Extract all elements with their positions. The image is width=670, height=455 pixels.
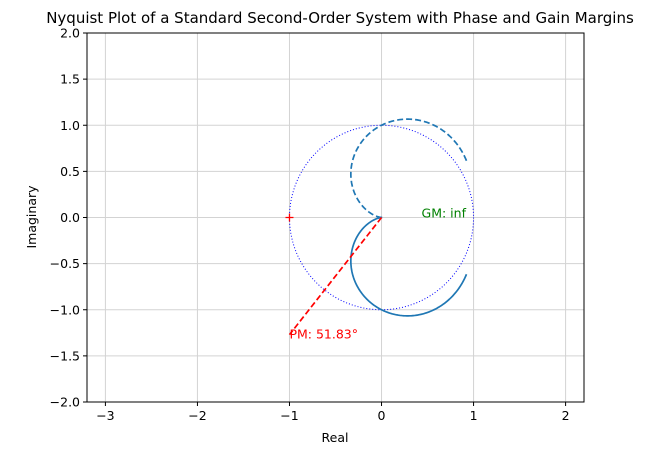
plot-frame (86, 32, 585, 403)
nyquist-negative-frequency (349, 118, 468, 219)
y-tick-label: −2.0 (50, 395, 80, 410)
grid (87, 32, 584, 403)
y-tick-label: −1.5 (50, 348, 80, 363)
plot-area: PM: 51.83° GM: inf (285, 118, 475, 342)
x-tick-label: −2 (188, 408, 206, 423)
x-tick-label: 0 (378, 408, 386, 423)
critical-point-marker (285, 213, 294, 222)
y-tick-label: 0.0 (60, 210, 80, 225)
y-tick-label: 1.0 (60, 118, 80, 133)
chart-title: Nyquist Plot of a Standard Second-Order … (46, 9, 634, 27)
phase-margin-annotation: PM: 51.83° (289, 327, 358, 342)
gain-margin-annotation: GM: inf (422, 206, 467, 221)
y-tick-label: 1.5 (60, 72, 80, 87)
y-tick-label: 2.0 (60, 26, 80, 41)
x-axis-label: Real (322, 430, 349, 445)
y-tick-label: −0.5 (50, 256, 80, 271)
x-tick-label: 2 (562, 408, 570, 423)
y-tick-label: 0.5 (60, 164, 80, 179)
phase-margin-line (288, 216, 383, 336)
series-group (285, 118, 475, 336)
y-axis-label: Imaginary (24, 185, 39, 249)
nyquist-positive-frequency (349, 216, 468, 317)
x-tick-label: −1 (280, 408, 298, 423)
y-tick-label: −1.0 (50, 302, 80, 317)
tick-labels: −3 −2 −1 0 1 2 −2.0 −1.5 −1.0 −0.5 0.0 0.5 1.0 1.5 2.0 (50, 26, 570, 424)
x-tick-label: 1 (470, 408, 478, 423)
x-tick-label: −3 (96, 408, 114, 423)
